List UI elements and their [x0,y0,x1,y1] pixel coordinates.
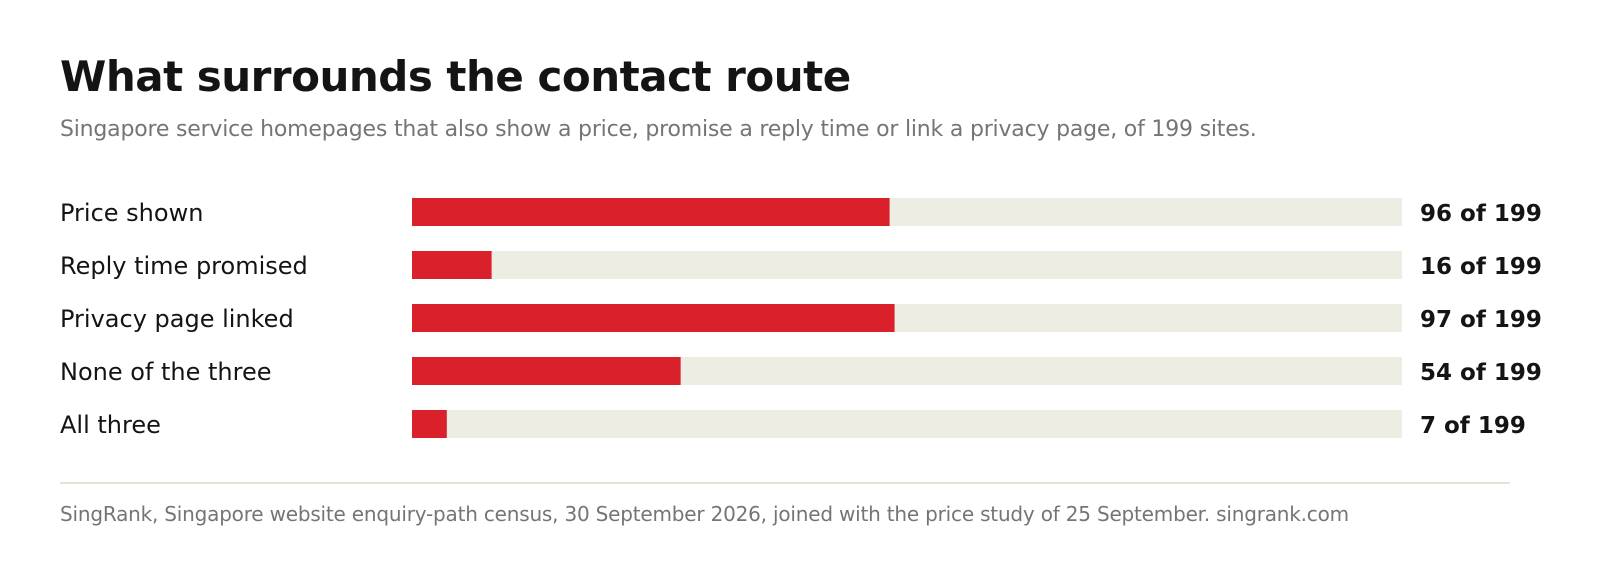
bar [412,304,895,332]
bar-row: Reply time promised 16 of 199 [60,251,1542,280]
value-label: 96 of 199 [1420,201,1542,227]
value-label: 7 of 199 [1420,413,1526,439]
value-label: 97 of 199 [1420,307,1542,333]
bar-track [412,410,1402,438]
category-label: None of the three [60,358,272,386]
source-note: SingRank, Singapore website enquiry-path… [60,502,1349,526]
category-label: Reply time promised [60,252,308,280]
category-label: Price shown [60,199,203,227]
bar-row: All three 7 of 199 [60,410,1526,439]
value-label: 16 of 199 [1420,254,1542,280]
bar-row: Privacy page linked 97 of 199 [60,304,1542,333]
bar-row: None of the three 54 of 199 [60,357,1542,386]
bar-chart: Price shown 96 of 199 Reply time promised 1… [60,198,1542,439]
bar-rows: Price shown 96 of 199 Reply time promised 1… [60,198,1542,439]
category-label: Privacy page linked [60,305,294,333]
category-label: All three [60,411,161,439]
bar-row: Price shown 96 of 199 [60,198,1542,227]
bar-track [412,251,1402,279]
chart-subtitle: Singapore service homepages that also sh… [60,117,1257,142]
footer-divider [60,482,1510,484]
chart-title: What surrounds the contact route [60,52,851,101]
bar [412,357,681,385]
value-label: 54 of 199 [1420,360,1542,386]
bar [412,251,492,279]
bar [412,410,447,438]
bar [412,198,890,226]
